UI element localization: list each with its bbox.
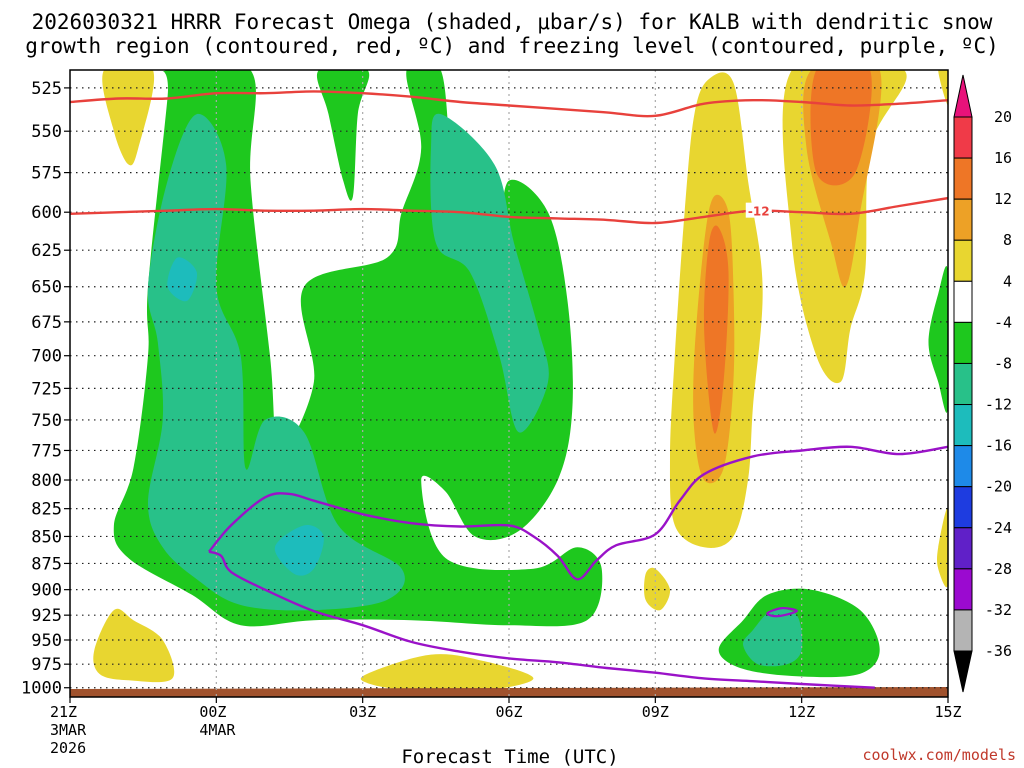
x-tick-year-21Z: 2026 [50,739,86,757]
x-tick-label-15Z: 15Z [934,703,961,721]
colorbar-bottom-arrow [953,650,973,693]
y-tick-label-600: 600 [31,203,62,223]
y-axis: 525 550 575 600 625 650 675 700 725 750 775 800 825 8… [21,79,70,699]
y-tick-label-675: 675 [31,313,62,333]
x-tick-label-09Z: 09Z [642,703,669,721]
y-tick-label-550: 550 [31,122,62,142]
x-tick-label-06Z: 06Z [495,703,522,721]
plot-area: -12 [69,69,949,698]
colorbar-label-7: -12 [985,396,1012,414]
omega-region-teal-east-blob [743,608,803,667]
omega-region-orange-northeast [810,70,872,186]
y-tick-label-625: 625 [31,241,62,261]
omega-region-yellow-east-edge-low [937,508,948,588]
omega-region-green-top-lower [317,70,370,201]
colorbar-swatch-2 [953,198,973,241]
colorbar-swatch-11 [953,568,973,611]
colorbar-swatch-12 [953,609,973,652]
y-tick-label-750: 750 [31,411,62,431]
colorbar-label-3: 8 [1003,231,1012,249]
y-tick-label-825: 825 [31,500,62,520]
colorbar-label-9: -20 [985,478,1012,496]
colorbar-swatch-3 [953,239,973,282]
colorbar-swatch-7 [953,404,973,447]
y-tick-label-950: 950 [31,631,62,651]
x-axis-label: Forecast Time (UTC) [401,746,618,768]
y-tick-label-650: 650 [31,278,62,298]
x-tick-label-03Z: 03Z [349,703,376,721]
y-tick-label-525: 525 [31,79,62,99]
omega-region-yellow-east-edge-top [938,70,948,106]
colorbar-label-10: -24 [985,519,1012,537]
colorbar-label-2: 12 [994,190,1012,208]
colorbar-label-12: -32 [985,601,1012,619]
contour-label-bg [745,202,772,218]
x-tick-label-12Z: 12Z [788,703,815,721]
colorbar-label-8: -16 [985,437,1012,455]
colorbar-swatch-1 [953,157,973,200]
colorbar-label-6: -8 [994,354,1012,372]
colorbar-label-13: -36 [985,642,1012,660]
omega-region-orange-east-tower [703,225,729,434]
contour-dendritic-lower-12C [70,196,948,225]
y-tick-label-725: 725 [31,379,62,399]
colorbar-label-1: 16 [994,149,1012,167]
contour-dendritic-upper [70,90,948,118]
colorbar-label-4: 4 [1003,272,1012,290]
x-tick-label-00Z: 00Z [199,703,226,721]
credit-text: coolwx.com/models [862,746,1016,764]
omega-region-yellow-small-09Z [644,567,671,611]
x-tick-label-21Z: 21Z [50,703,77,721]
colorbar-label-5: -4 [994,313,1012,331]
grid-lines [70,70,948,697]
colorbar-legend: 20 16 12 8 4 -4 -8 -12 -16 -20 -24 -28 -32 -36 [953,74,1012,693]
omega-region-yellow-south-center [360,654,534,692]
contour-freezing-level-0C-elevated [208,445,948,581]
colorbar-swatch-5 [953,321,973,364]
y-tick-label-850: 850 [31,527,62,547]
y-tick-label-800: 800 [31,471,62,491]
y-tick-label-875: 875 [31,554,62,574]
contours: -12 [70,90,948,689]
colorbar-swatch-6 [953,362,973,406]
chart-title-line2: growth region (contoured, red, ºC) and f… [25,34,999,58]
y-tick-label-900: 900 [31,581,62,601]
y-tick-label-1000: 1000 [21,679,62,699]
omega-region-teal-center [430,113,549,433]
y-tick-label-575: 575 [31,164,62,184]
colorbar-swatch-9 [953,486,973,529]
y-tick-label-925: 925 [31,606,62,626]
colorbar-label-0: 20 [994,108,1012,126]
colorbar-swatch-10 [953,527,973,570]
chart-title-line1: 2026030321 HRRR Forecast Omega (shaded, … [32,10,993,34]
y-tick-label-975: 975 [31,655,62,675]
omega-region-yellow-southwest [93,608,175,683]
terrain-strip [70,687,948,697]
y-tick-label-775: 775 [31,441,62,461]
omega-shading [70,70,948,697]
omega-region-yellow-top-left [102,70,154,166]
colorbar-top-arrow [953,74,973,118]
y-tick-label-700: 700 [31,347,62,367]
contour-freezing-loop [766,606,798,618]
contour-freezing-level-0C [208,550,875,689]
colorbar-swatch-0 [953,116,973,159]
colorbar-label-11: -28 [985,560,1012,578]
x-tick-date-21Z: 3MAR [50,721,87,739]
omega-region-teal-west [147,113,405,611]
omega-region-cyan-west-small [167,257,198,302]
colorbar-swatch-4 [953,280,973,323]
x-tick-date-00Z: 4MAR [199,721,236,739]
contour-label: -12 [748,205,770,219]
colorbar-swatch-8 [953,445,973,488]
omega-region-green-east-edge [928,266,948,413]
